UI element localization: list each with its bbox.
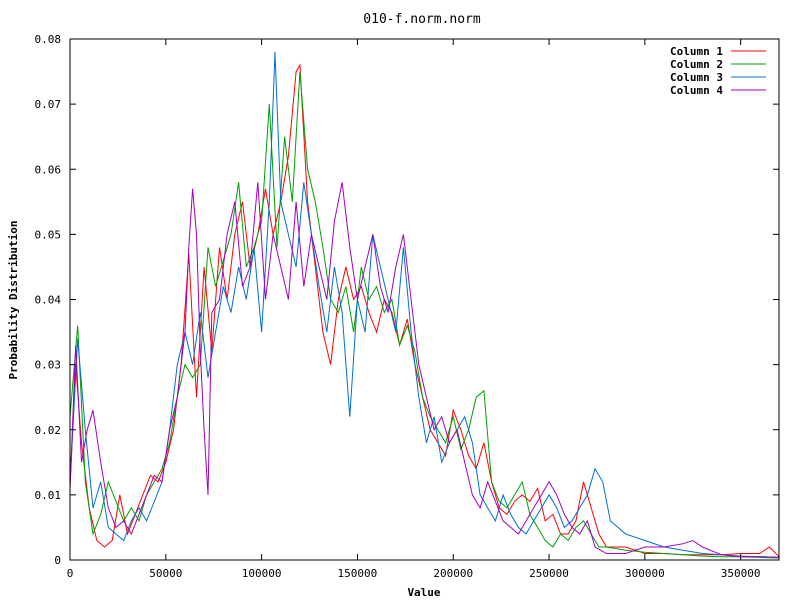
y-tick-label: 0 xyxy=(54,554,61,567)
x-tick-label: 300000 xyxy=(625,567,665,580)
y-tick-label: 0.04 xyxy=(35,294,62,307)
x-axis-label: Value xyxy=(407,586,440,599)
series-line-4 xyxy=(69,182,780,558)
y-tick-label: 0.06 xyxy=(35,163,62,176)
y-axis-ticks: 0 0.01 0.02 0.03 0.04 0.05 0.06 0.07 0.08 xyxy=(35,33,779,567)
legend-label-2: Column 2 xyxy=(670,58,723,71)
series-layer xyxy=(69,51,780,559)
x-tick-label: 350000 xyxy=(721,567,761,580)
y-axis-label: Probability Distribution xyxy=(7,221,20,380)
y-tick-label: 0.08 xyxy=(35,33,62,46)
x-tick-label: 0 xyxy=(67,567,74,580)
y-tick-label: 0.07 xyxy=(35,98,62,111)
y-tick-label: 0.02 xyxy=(35,424,62,437)
x-tick-label: 100000 xyxy=(242,567,282,580)
series-line-1 xyxy=(69,63,780,558)
chart-title: 010-f.norm.norm xyxy=(363,12,481,27)
x-axis-ticks: 0 50000 100000 150000 200000 250000 300000 3500… xyxy=(67,39,761,580)
legend-label-4: Column 4 xyxy=(670,84,723,97)
y-tick-label: 0.05 xyxy=(35,228,62,241)
x-tick-label: 250000 xyxy=(529,567,569,580)
x-tick-label: 200000 xyxy=(433,567,473,580)
legend-label-1: Column 1 xyxy=(670,45,723,58)
legend-label-3: Column 3 xyxy=(670,71,723,84)
x-tick-label: 50000 xyxy=(149,567,182,580)
y-tick-label: 0.03 xyxy=(35,359,62,372)
y-tick-label: 0.01 xyxy=(35,489,62,502)
x-tick-label: 150000 xyxy=(338,567,378,580)
